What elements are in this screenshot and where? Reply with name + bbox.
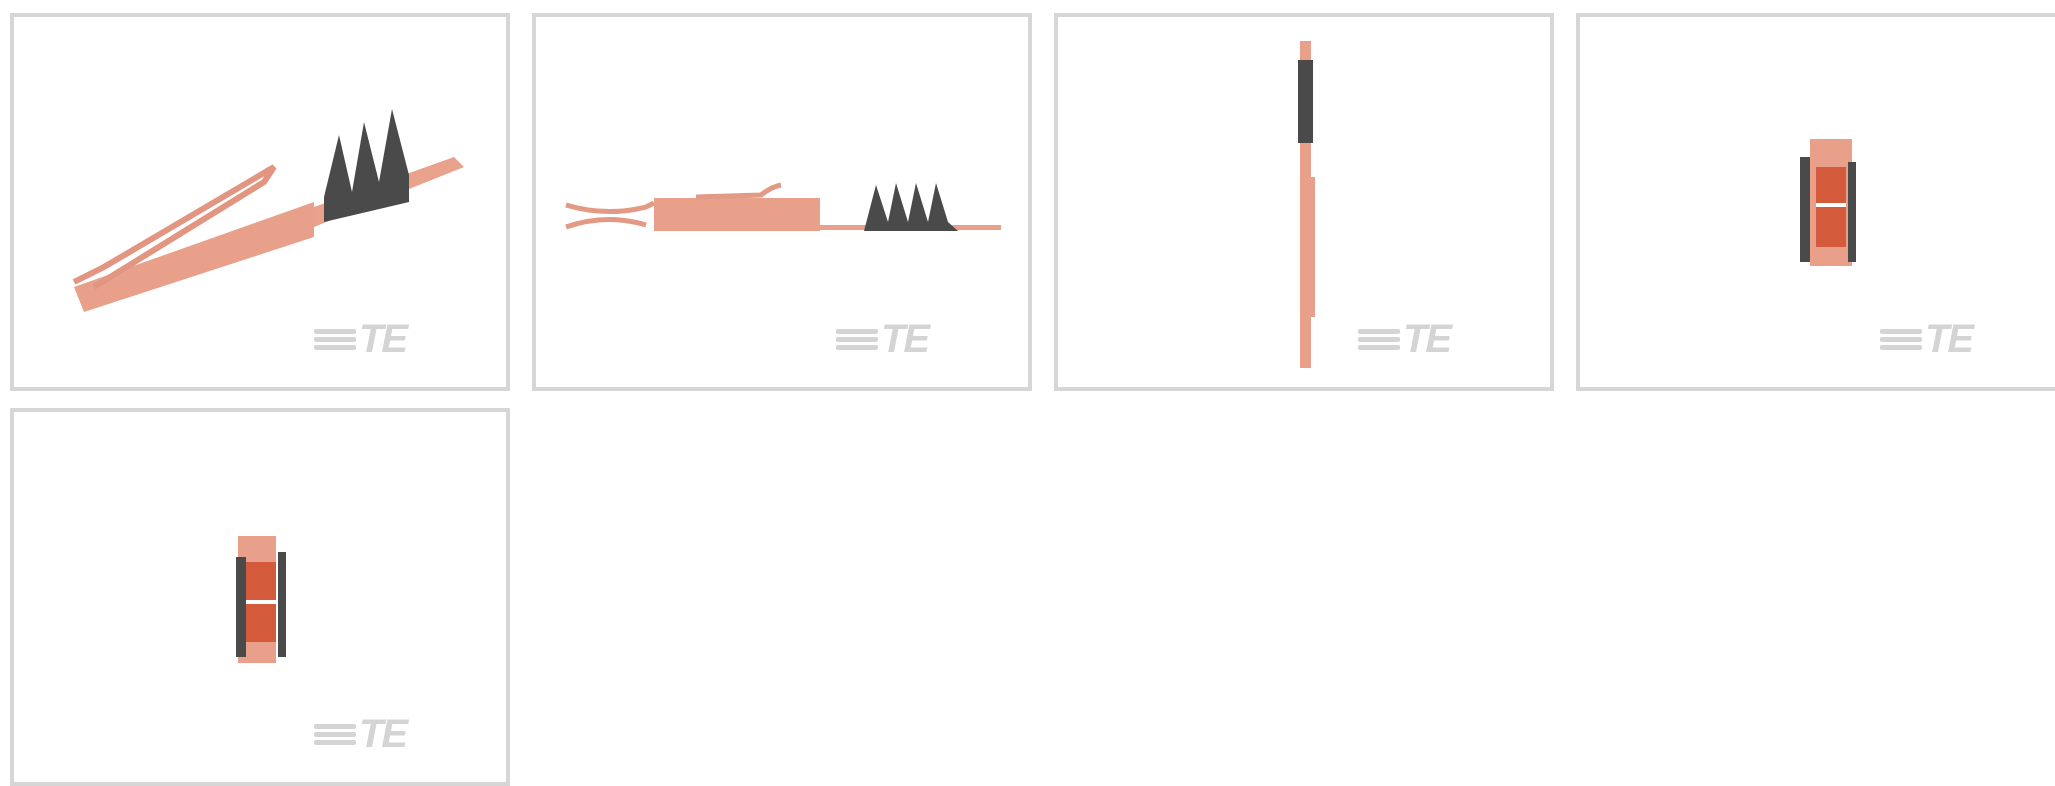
product-image [536, 17, 1028, 387]
thumbnail[interactable]: TE [1576, 13, 2055, 391]
logo-mark [314, 724, 356, 746]
logo: TE [881, 317, 928, 362]
logo: TE [1925, 317, 1972, 362]
thumbnail[interactable]: TE [1054, 13, 1554, 391]
thumbnail[interactable]: TE [10, 13, 510, 391]
thumbnail[interactable]: TE [532, 13, 1032, 391]
product-image [14, 412, 506, 782]
logo-mark [836, 329, 878, 351]
page: TE TE TE TE [0, 0, 2055, 778]
logo-mark [1880, 329, 1922, 351]
logo-mark [1358, 329, 1400, 351]
logo: TE [1403, 317, 1450, 362]
thumbnail[interactable]: TE [10, 408, 510, 786]
logo-mark [314, 329, 356, 351]
product-image [14, 17, 506, 387]
product-image [1580, 17, 2055, 387]
logo: TE [359, 317, 406, 362]
logo: TE [359, 712, 406, 757]
product-image [1058, 17, 1550, 387]
